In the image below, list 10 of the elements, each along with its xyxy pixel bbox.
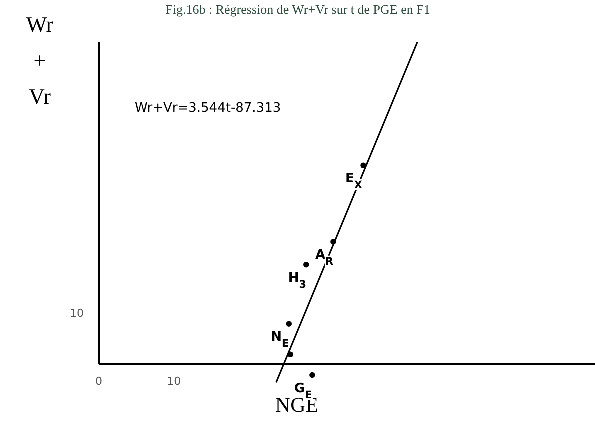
text: 10 xyxy=(70,307,84,320)
point xyxy=(310,372,316,378)
x-tick-label: 0 xyxy=(96,375,102,388)
annotation: Wr+Vr=3.544t-87.313 xyxy=(135,101,282,116)
chart-title: Fig.16b : Régression de Wr+Vr sur t de PGE en F1 xyxy=(166,2,430,17)
point xyxy=(304,262,310,268)
annotation: H$_{3}$ xyxy=(288,270,307,291)
y-axis-title: Wr + Vr xyxy=(26,12,54,109)
point xyxy=(286,321,292,327)
annotation: N$_{E}$ xyxy=(271,330,290,350)
